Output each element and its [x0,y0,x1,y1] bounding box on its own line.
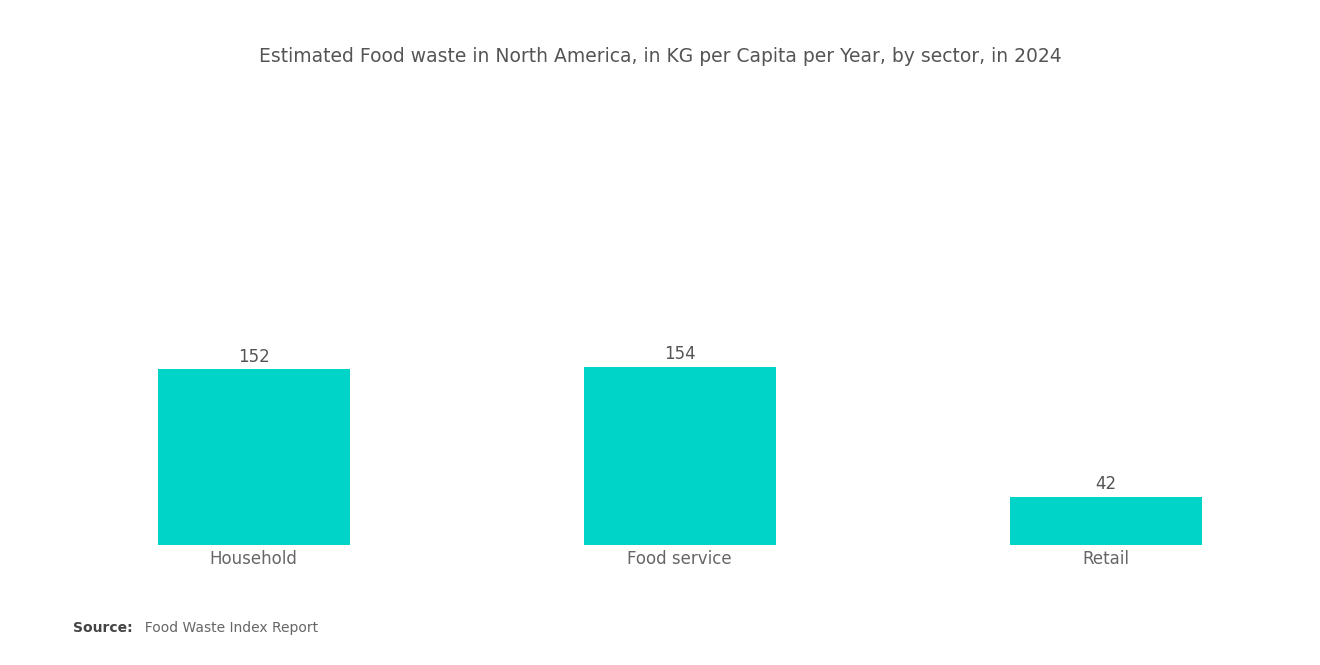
Text: Estimated Food waste in North America, in KG per Capita per Year, by sector, in : Estimated Food waste in North America, i… [259,47,1061,66]
Text: Source:: Source: [73,621,132,635]
Text: 154: 154 [664,345,696,364]
Bar [158,369,350,545]
Text: 152: 152 [238,348,269,366]
Text: 42: 42 [1096,475,1117,493]
Bar [1010,497,1201,545]
Text: Food Waste Index Report: Food Waste Index Report [136,621,318,635]
Bar [583,367,776,545]
